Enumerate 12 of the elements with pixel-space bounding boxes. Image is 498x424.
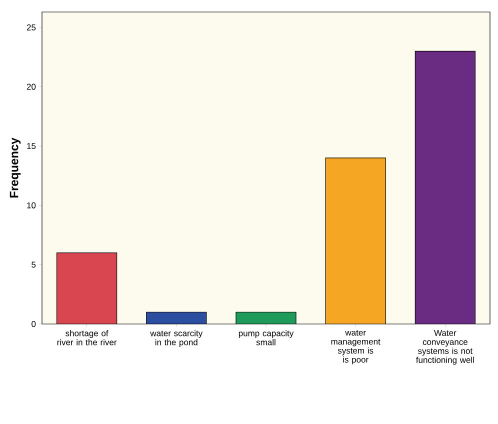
y-tick-label: 10	[27, 202, 36, 208]
y-tick-label: 5	[32, 262, 36, 268]
x-tick-label: pump capacity small	[238, 330, 294, 346]
y-axis-title: Frequency	[10, 138, 21, 198]
x-tick-label: water management system is is poor	[331, 330, 380, 364]
y-tick-label: 25	[26, 24, 36, 30]
y-tick-label: 0	[32, 320, 36, 328]
x-tick-label: Water conveyance systems is not functioning well	[416, 330, 474, 365]
x-tick-label: shortage of river in the river	[57, 330, 117, 346]
y-tick-label: 20	[26, 84, 36, 90]
y-tick-label: 15	[27, 143, 36, 150]
x-tick-label: water scarcity in the pond	[150, 330, 203, 347]
